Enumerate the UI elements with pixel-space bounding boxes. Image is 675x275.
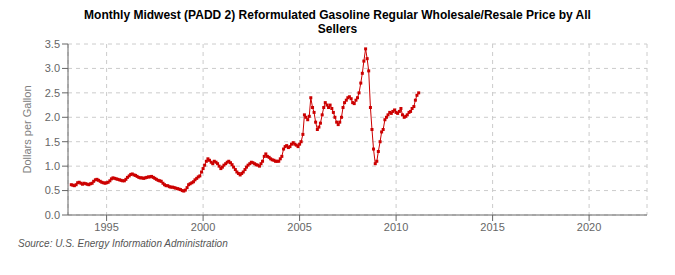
- svg-text:3.5: 3.5: [45, 38, 60, 50]
- svg-text:0.5: 0.5: [45, 184, 60, 196]
- svg-text:1.0: 1.0: [45, 160, 60, 172]
- html-text:Sellers: Sellers: [317, 22, 358, 36]
- svg-text:2000: 2000: [191, 221, 215, 233]
- svg-text:2010: 2010: [384, 221, 408, 233]
- svg-text:2.0: 2.0: [45, 111, 60, 123]
- svg-text:2.5: 2.5: [45, 87, 60, 99]
- html-text:Monthly Midwest (PADD 2) Refor: Monthly Midwest (PADD 2) Reformulated Ga…: [84, 8, 591, 22]
- svg-text:2020: 2020: [577, 221, 601, 233]
- html-text:Source: U.S. Energy Informatio: Source: U.S. Energy Information Administ…: [18, 238, 228, 249]
- svg-text:0.0: 0.0: [45, 209, 60, 221]
- svg-text:Dollars per Gallon: Dollars per Gallon: [21, 85, 33, 173]
- svg-text:2015: 2015: [480, 221, 504, 233]
- svg-text:1.5: 1.5: [45, 136, 60, 148]
- svg-text:2005: 2005: [287, 221, 311, 233]
- svg-text:1995: 1995: [94, 221, 118, 233]
- svg-text:3.0: 3.0: [45, 62, 60, 74]
